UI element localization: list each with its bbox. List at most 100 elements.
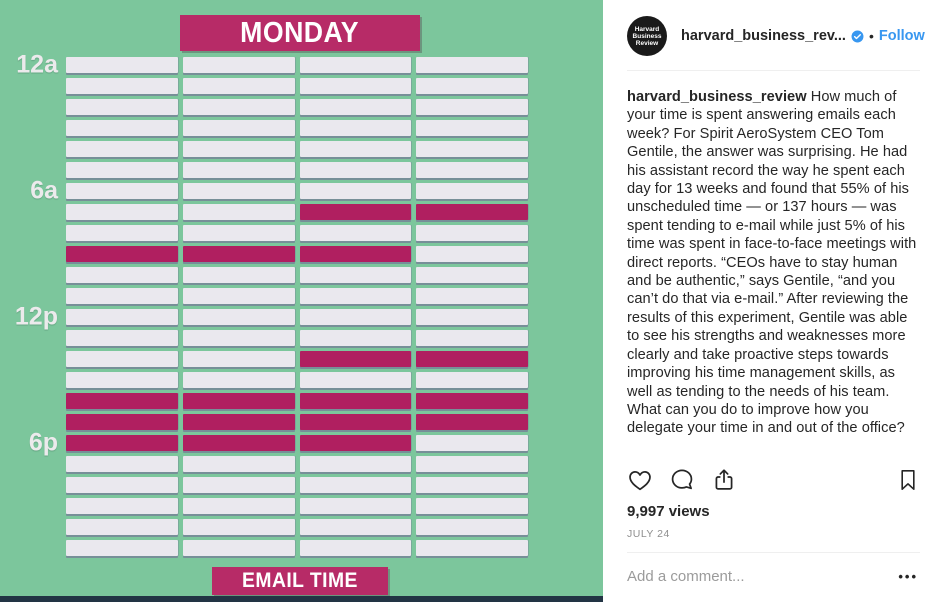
schedule-cell bbox=[299, 372, 412, 388]
schedule-cell bbox=[299, 288, 412, 304]
day-banner-label: MONDAY bbox=[240, 16, 360, 49]
avatar[interactable]: Harvard Business Review bbox=[627, 16, 667, 56]
email-time-cell bbox=[66, 246, 178, 262]
schedule-cell bbox=[416, 57, 528, 73]
schedule-cell bbox=[416, 78, 528, 94]
avatar-line: Harvard bbox=[634, 25, 660, 33]
schedule-cell bbox=[416, 330, 528, 346]
schedule-row bbox=[66, 330, 528, 346]
avatar-line: Review bbox=[635, 39, 659, 47]
email-time-cell bbox=[66, 435, 178, 451]
email-time-cell bbox=[299, 414, 412, 430]
username-link[interactable]: harvard_business_rev... bbox=[681, 28, 846, 44]
schedule-cell bbox=[66, 330, 178, 346]
schedule-cell bbox=[416, 456, 528, 472]
schedule-cell bbox=[182, 330, 295, 346]
schedule-cell bbox=[182, 183, 295, 199]
comment-divider bbox=[627, 552, 920, 553]
schedule-row bbox=[66, 99, 528, 115]
schedule-cell bbox=[416, 309, 528, 325]
schedule-cell bbox=[416, 288, 528, 304]
schedule-cell bbox=[66, 141, 178, 157]
schedule-cell bbox=[66, 456, 178, 472]
schedule-cell bbox=[66, 120, 178, 136]
separator-dot: • bbox=[868, 28, 874, 44]
schedule-cell bbox=[66, 57, 178, 73]
schedule-cell bbox=[299, 330, 412, 346]
post-header: Harvard Business Review harvard_business… bbox=[603, 0, 940, 70]
schedule-row bbox=[66, 477, 528, 493]
schedule-cell bbox=[416, 435, 528, 451]
schedule-cell bbox=[66, 519, 178, 535]
schedule-cell bbox=[299, 498, 412, 514]
email-time-cell bbox=[66, 393, 178, 409]
schedule-cell bbox=[66, 267, 178, 283]
schedule-row bbox=[66, 309, 528, 325]
schedule-row bbox=[66, 456, 528, 472]
email-time-cell bbox=[182, 414, 295, 430]
schedule-cell bbox=[182, 141, 295, 157]
schedule-grid bbox=[66, 57, 528, 561]
schedule-row bbox=[66, 57, 528, 73]
schedule-cell bbox=[416, 120, 528, 136]
schedule-row bbox=[66, 519, 528, 535]
schedule-cell bbox=[182, 57, 295, 73]
comment-row: Add a comment... ••• bbox=[603, 553, 940, 602]
post-media[interactable]: MONDAY 12a 6a 12p 6p EMAIL TIME bbox=[0, 0, 603, 602]
schedule-cell bbox=[416, 540, 528, 556]
like-heart-icon[interactable] bbox=[627, 467, 653, 493]
schedule-row bbox=[66, 246, 528, 262]
schedule-row bbox=[66, 540, 528, 556]
schedule-cell bbox=[416, 498, 528, 514]
schedule-cell bbox=[66, 183, 178, 199]
schedule-cell bbox=[182, 99, 295, 115]
schedule-cell bbox=[66, 288, 178, 304]
email-time-cell bbox=[299, 351, 412, 367]
action-bar bbox=[603, 467, 940, 493]
schedule-cell bbox=[66, 498, 178, 514]
schedule-cell bbox=[182, 78, 295, 94]
schedule-cell bbox=[299, 456, 412, 472]
schedule-row bbox=[66, 351, 528, 367]
schedule-cell bbox=[182, 351, 295, 367]
schedule-cell bbox=[299, 267, 412, 283]
schedule-cell bbox=[299, 141, 412, 157]
schedule-cell bbox=[299, 78, 412, 94]
email-time-cell bbox=[416, 414, 528, 430]
schedule-row bbox=[66, 183, 528, 199]
schedule-row bbox=[66, 141, 528, 157]
schedule-cell bbox=[66, 540, 178, 556]
comment-icon[interactable] bbox=[669, 467, 695, 493]
schedule-cell bbox=[66, 351, 178, 367]
schedule-cell bbox=[66, 162, 178, 178]
hour-label: 6a bbox=[30, 176, 58, 205]
email-time-banner: EMAIL TIME bbox=[212, 567, 388, 595]
schedule-cell bbox=[182, 204, 295, 220]
schedule-cell bbox=[299, 120, 412, 136]
header-divider bbox=[627, 70, 920, 71]
avatar-line: Business bbox=[632, 32, 662, 40]
schedule-row bbox=[66, 288, 528, 304]
add-comment-input[interactable]: Add a comment... bbox=[627, 568, 745, 585]
email-time-cell bbox=[299, 393, 412, 409]
post-panel: Harvard Business Review harvard_business… bbox=[603, 0, 940, 602]
follow-button[interactable]: Follow bbox=[878, 28, 925, 44]
schedule-cell bbox=[416, 162, 528, 178]
email-time-cell bbox=[182, 246, 295, 262]
schedule-cell bbox=[299, 183, 412, 199]
caption-username[interactable]: harvard_business_review bbox=[627, 89, 807, 105]
email-time-cell bbox=[299, 435, 412, 451]
schedule-cell bbox=[182, 456, 295, 472]
schedule-cell bbox=[182, 372, 295, 388]
bookmark-icon[interactable] bbox=[896, 467, 920, 493]
schedule-cell bbox=[416, 141, 528, 157]
schedule-row bbox=[66, 225, 528, 241]
more-options-icon[interactable]: ••• bbox=[898, 569, 918, 584]
schedule-row bbox=[66, 162, 528, 178]
video-progress-bar[interactable] bbox=[0, 596, 603, 602]
schedule-cell bbox=[182, 309, 295, 325]
verified-badge-icon bbox=[851, 30, 864, 42]
schedule-row bbox=[66, 372, 528, 388]
share-icon[interactable] bbox=[711, 467, 737, 493]
schedule-cell bbox=[416, 225, 528, 241]
